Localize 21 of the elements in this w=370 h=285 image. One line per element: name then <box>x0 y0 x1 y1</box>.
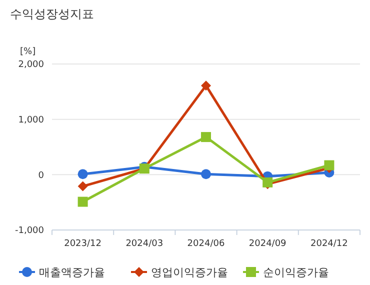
y-tick-label: 0 <box>38 170 44 181</box>
point <box>201 80 211 91</box>
y-axis-title: [%] <box>20 47 36 57</box>
chart-title: 수익성장성지표 <box>10 7 94 21</box>
legend-label: 영업이익증가율 <box>151 266 228 279</box>
x-tick-label: 2024/12 <box>310 239 348 249</box>
y-tick-label: -1,000 <box>14 226 44 236</box>
legend-label: 매출액증가율 <box>39 266 105 279</box>
y-tick-label: 1,000 <box>18 115 44 126</box>
point <box>201 169 211 180</box>
y-tick-label: 2,000 <box>18 60 44 70</box>
point <box>201 132 211 142</box>
legend-label: 순이익증가율 <box>263 266 329 279</box>
point <box>78 196 88 207</box>
x-tick-label: 2024/06 <box>187 239 225 249</box>
point <box>324 160 334 170</box>
point <box>78 181 88 192</box>
point <box>78 169 88 180</box>
x-tick-label: 2024/03 <box>126 239 164 249</box>
x-tick-label: 2023/12 <box>64 239 102 249</box>
x-tick-label: 2024/09 <box>248 239 287 249</box>
